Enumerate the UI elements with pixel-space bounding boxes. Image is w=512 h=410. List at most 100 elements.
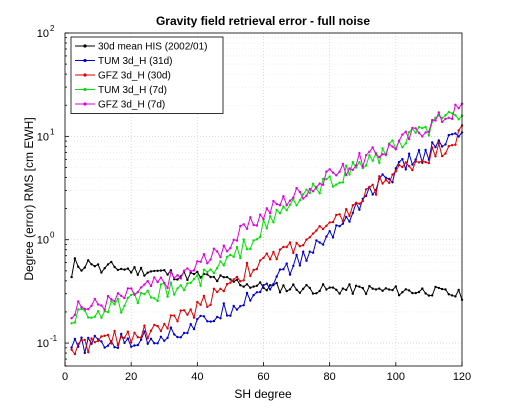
series-point <box>153 342 156 345</box>
series-point <box>434 285 437 289</box>
series-point <box>113 329 116 333</box>
series-point <box>259 213 262 216</box>
series-point <box>146 279 149 283</box>
series-point <box>450 294 454 297</box>
series-point <box>96 303 100 306</box>
series-point <box>331 220 335 224</box>
series-point <box>348 167 351 170</box>
series-point <box>424 148 427 152</box>
series-point <box>298 245 302 248</box>
series-point <box>338 181 341 184</box>
series-point <box>338 213 341 216</box>
series-point <box>106 310 110 314</box>
series-point <box>130 293 133 297</box>
series-point <box>245 227 249 230</box>
series-point <box>292 264 295 268</box>
series-point <box>206 270 209 274</box>
series-point <box>149 284 153 288</box>
series-point <box>196 318 199 321</box>
series-point <box>212 319 216 323</box>
series-point <box>404 161 407 164</box>
series-point <box>351 211 354 215</box>
y-tick-label: 10 2 <box>37 24 55 40</box>
series-point <box>96 339 100 343</box>
series-point <box>192 327 196 331</box>
series-point <box>305 238 308 241</box>
series-point <box>335 213 338 217</box>
series-point <box>444 117 447 121</box>
series-point <box>149 296 153 299</box>
series-point <box>242 285 245 288</box>
series-point <box>179 277 182 280</box>
series-point <box>166 327 169 330</box>
series-point <box>437 139 440 142</box>
series-point <box>110 342 113 345</box>
series-point <box>457 107 460 110</box>
series-point <box>149 337 153 340</box>
series-point <box>252 285 255 288</box>
series-point <box>242 304 245 307</box>
series-point <box>189 308 192 311</box>
series-point <box>388 177 391 181</box>
series-point <box>434 119 437 122</box>
series-point <box>245 291 249 295</box>
series-point <box>401 146 404 149</box>
series-point <box>169 269 173 272</box>
series-4 <box>70 102 464 320</box>
series-point <box>113 303 116 306</box>
series-point <box>136 343 139 347</box>
series-point <box>341 162 345 166</box>
series-point <box>440 120 444 124</box>
y-tick-exponent: 1 <box>50 127 55 136</box>
series-point <box>139 291 143 295</box>
series-point <box>93 297 97 301</box>
series-point <box>444 114 447 117</box>
series-point <box>242 279 245 282</box>
series-point <box>292 283 295 286</box>
series-point <box>232 255 235 258</box>
series-point <box>87 350 90 354</box>
series-point <box>113 346 116 349</box>
series-point <box>348 214 351 218</box>
series-point <box>434 145 437 149</box>
series-point <box>255 224 259 227</box>
series-point <box>447 116 450 120</box>
series-point <box>169 270 173 274</box>
series-point <box>311 251 315 254</box>
legend-marker <box>83 44 87 48</box>
series-point <box>199 276 202 279</box>
series-point <box>153 297 156 300</box>
series-point <box>100 335 103 338</box>
series-point <box>182 309 186 312</box>
series-point <box>427 130 431 133</box>
y-tick-base: 10 <box>37 235 49 247</box>
series-point <box>447 133 450 137</box>
series-point <box>440 287 444 291</box>
series-point <box>381 153 384 156</box>
series-point <box>414 160 417 163</box>
series-point <box>321 283 325 286</box>
series-point <box>116 343 120 347</box>
series-point <box>196 270 199 274</box>
series-point <box>278 212 282 215</box>
series-point <box>173 333 176 336</box>
series-point <box>222 264 225 267</box>
series-point <box>308 250 311 253</box>
series-point <box>199 314 202 318</box>
series-point <box>199 303 202 306</box>
series-point <box>431 146 434 149</box>
series-point <box>341 219 345 223</box>
series-point <box>156 342 159 345</box>
series-point <box>139 336 143 339</box>
series-point <box>186 313 189 316</box>
series-point <box>179 309 182 312</box>
series-point <box>391 173 394 176</box>
series-point <box>282 195 285 198</box>
series-point <box>179 336 182 339</box>
series-point <box>169 314 173 317</box>
series-point <box>100 316 103 319</box>
series-point <box>440 145 444 148</box>
series-point <box>404 168 407 171</box>
y-tick-label: 10 1 <box>37 127 55 143</box>
